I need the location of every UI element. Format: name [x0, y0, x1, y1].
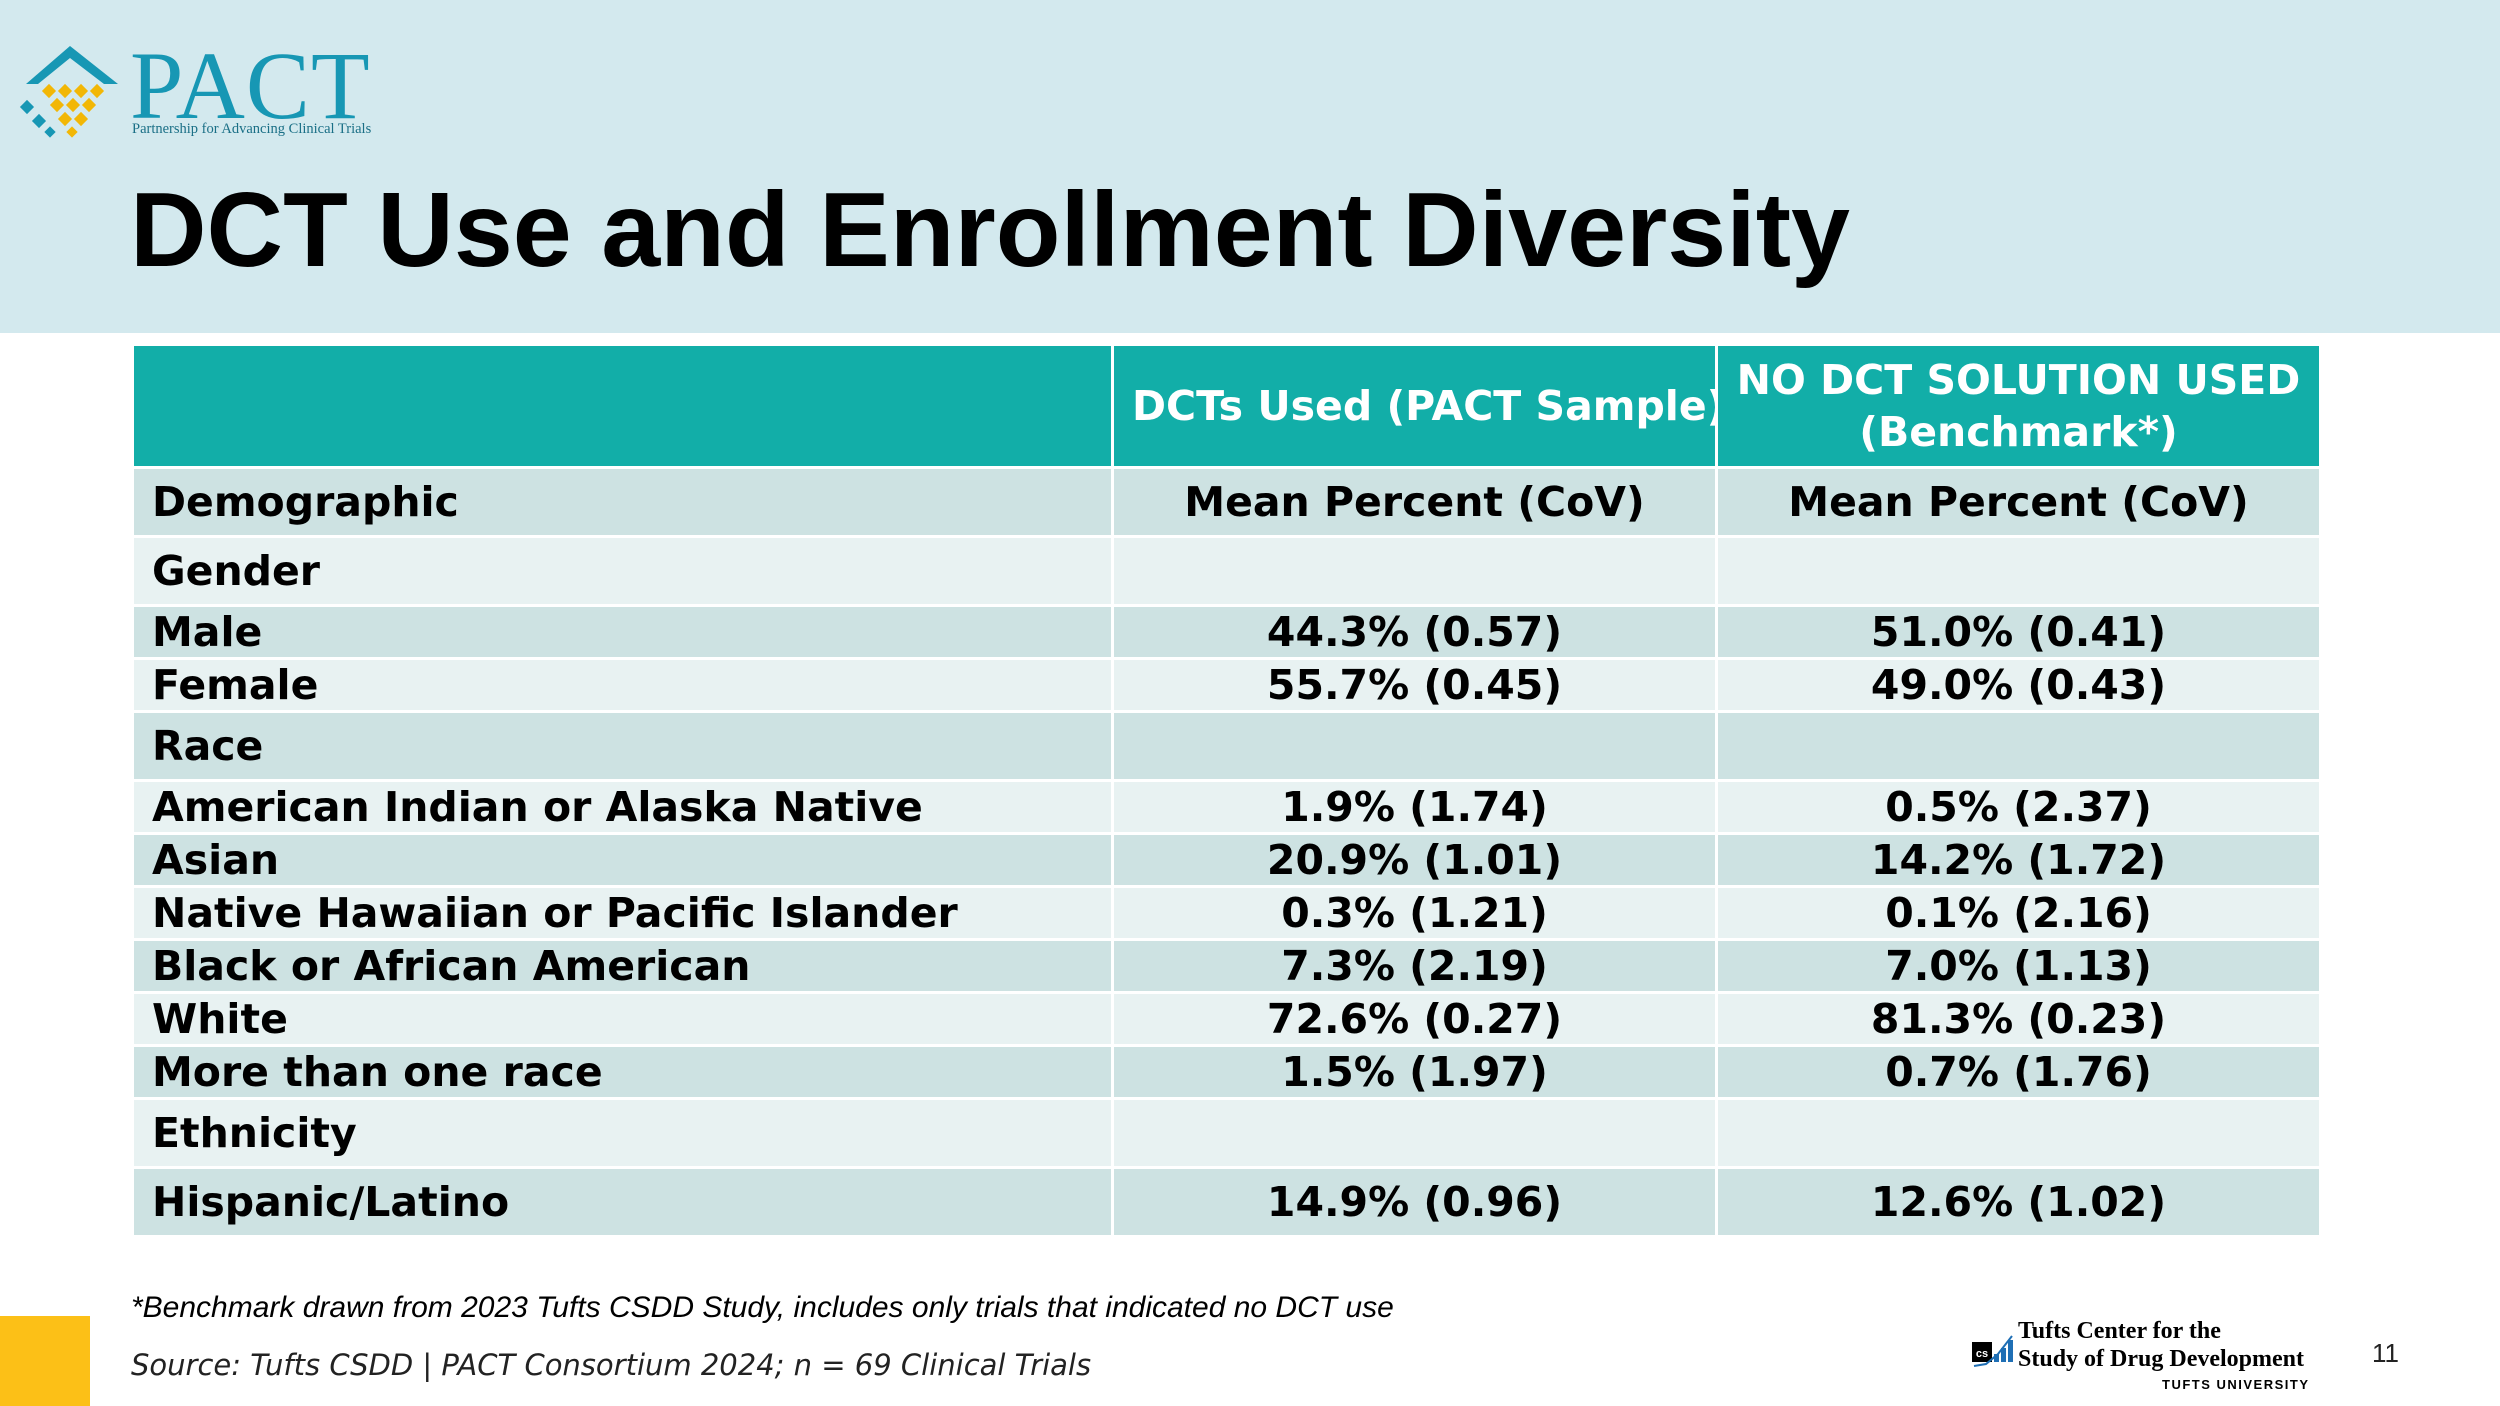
logo-wordmark: PACT: [130, 32, 371, 139]
benchmark-value: 0.7% (1.76): [1715, 1044, 2322, 1100]
tufts-csdd-logo: cs Tufts Center for the Study of Drug De…: [1972, 1316, 2308, 1396]
row-label: More than one race: [131, 1044, 1114, 1100]
tufts-line1: Tufts Center for the: [2018, 1318, 2221, 1344]
dct-value: 44.3% (0.57): [1111, 604, 1718, 660]
benchmark-value: [1715, 535, 2322, 607]
row-label: American Indian or Alaska Native: [131, 779, 1114, 835]
header-cell-empty: [131, 343, 1114, 469]
row-label: Black or African American: [131, 938, 1114, 994]
pact-logo-mark-icon: [19, 46, 118, 138]
table-row: Asian 20.9% (1.01) 14.2% (1.72): [131, 832, 2322, 888]
header-band: [0, 0, 2500, 333]
dct-value: 20.9% (1.01): [1111, 832, 1718, 888]
table-row: Female 55.7% (0.45) 49.0% (0.43): [131, 657, 2322, 713]
subheader-mean-bench: Mean Percent (CoV): [1715, 466, 2322, 538]
source-note: Source: Tufts CSDD | PACT Consortium 202…: [131, 1348, 1092, 1382]
benchmark-value: 7.0% (1.13): [1715, 938, 2322, 994]
category-label: Ethnicity: [131, 1097, 1114, 1169]
logo-tagline: Partnership for Advancing Clinical Trial…: [132, 121, 372, 137]
category-label: Race: [131, 710, 1114, 782]
category-label: Gender: [131, 535, 1114, 607]
table-subheader-row: Demographic Mean Percent (CoV) Mean Perc…: [131, 466, 2322, 538]
subheader-demographic: Demographic: [131, 466, 1114, 538]
table-row: Black or African American 7.3% (2.19) 7.…: [131, 938, 2322, 994]
row-label: Native Hawaiian or Pacific Islander: [131, 885, 1114, 941]
subheader-mean-dct: Mean Percent (CoV): [1111, 466, 1718, 538]
table-row: Ethnicity: [131, 1097, 2322, 1169]
tufts-csdd-mark-icon: cs: [1972, 1335, 2013, 1367]
row-label: White: [131, 991, 1114, 1047]
table-row: American Indian or Alaska Native 1.9% (1…: [131, 779, 2322, 835]
dct-value: [1111, 710, 1718, 782]
accent-square: [0, 1316, 90, 1406]
table-row: Male 44.3% (0.57) 51.0% (0.41): [131, 604, 2322, 660]
row-label: Female: [131, 657, 1114, 713]
header-dcts-used-label: DCTs Used (PACT Sample): [1132, 382, 1717, 430]
benchmark-value: 49.0% (0.43): [1715, 657, 2322, 713]
table-row: Race: [131, 710, 2322, 782]
benchmark-value: 14.2% (1.72): [1715, 832, 2322, 888]
header-no-dct-line1: NO DCT SOLUTION USED: [1736, 356, 2301, 404]
table-row: White 72.6% (0.27) 81.3% (0.23): [131, 991, 2322, 1047]
slide-title: DCT Use and Enrollment Diversity: [130, 171, 1850, 289]
row-label: Hispanic/Latino: [131, 1166, 1114, 1238]
header-dcts-used: DCTs Used (PACT Sample): [1111, 343, 1718, 469]
header-no-dct: NO DCT SOLUTION USED (Benchmark*): [1715, 343, 2322, 469]
pact-logo: PACT Partnership for Advancing Clinical …: [18, 36, 398, 146]
table-row: Gender: [131, 535, 2322, 607]
dct-value: 7.3% (2.19): [1111, 938, 1718, 994]
dct-value: [1111, 535, 1718, 607]
tufts-line2: Study of Drug Development: [2018, 1346, 2304, 1372]
header-no-dct-line2: (Benchmark*): [1859, 408, 2178, 456]
tufts-line3: TUFTS UNIVERSITY: [2162, 1377, 2310, 1392]
row-label: Male: [131, 604, 1114, 660]
dct-value: 1.5% (1.97): [1111, 1044, 1718, 1100]
table-row: Native Hawaiian or Pacific Islander 0.3%…: [131, 885, 2322, 941]
benchmark-value: [1715, 1097, 2322, 1169]
benchmark-value: 81.3% (0.23): [1715, 991, 2322, 1047]
dct-value: 0.3% (1.21): [1111, 885, 1718, 941]
benchmark-value: 12.6% (1.02): [1715, 1166, 2322, 1238]
benchmark-value: [1715, 710, 2322, 782]
row-label: Asian: [131, 832, 1114, 888]
page-number: 11: [2372, 1338, 2399, 1368]
dct-value: [1111, 1097, 1718, 1169]
benchmark-value: 0.1% (2.16): [1715, 885, 2322, 941]
dct-value: 55.7% (0.45): [1111, 657, 1718, 713]
demographics-table: DCTs Used (PACT Sample) NO DCT SOLUTION …: [131, 343, 2322, 1238]
table-row: More than one race 1.5% (1.97) 0.7% (1.7…: [131, 1044, 2322, 1100]
table-header-row: DCTs Used (PACT Sample) NO DCT SOLUTION …: [131, 343, 2322, 469]
table-row: Hispanic/Latino 14.9% (0.96) 12.6% (1.02…: [131, 1166, 2322, 1238]
benchmark-value: 0.5% (2.37): [1715, 779, 2322, 835]
dct-value: 14.9% (0.96): [1111, 1166, 1718, 1238]
benchmark-footnote: *Benchmark drawn from 2023 Tufts CSDD St…: [131, 1291, 1394, 1324]
benchmark-value: 51.0% (0.41): [1715, 604, 2322, 660]
svg-text:cs: cs: [1976, 1348, 1988, 1360]
dct-value: 1.9% (1.74): [1111, 779, 1718, 835]
dct-value: 72.6% (0.27): [1111, 991, 1718, 1047]
